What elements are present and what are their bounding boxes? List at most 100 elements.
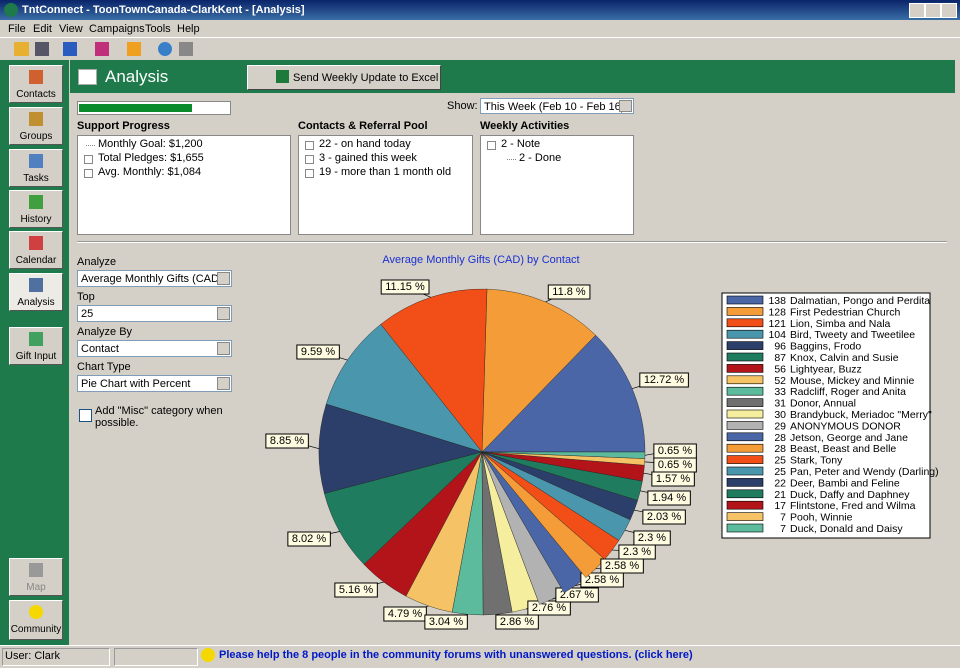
tree-expander[interactable]: [84, 169, 93, 178]
option-label: Analyze: [77, 256, 117, 268]
tree-line: [86, 145, 95, 146]
percent-label-box: [547, 284, 591, 300]
nav-button[interactable]: History: [9, 190, 63, 228]
legend-swatch: [726, 364, 764, 373]
outlook-icon[interactable]: [127, 42, 141, 56]
legend-label: Mouse, Mickey and Minnie: [790, 375, 914, 387]
nav-label: Tasks: [23, 173, 49, 184]
nav-button[interactable]: Gift Input: [9, 327, 63, 365]
tree-expander[interactable]: [305, 169, 314, 178]
option-field[interactable]: Pie Chart with Percent: [77, 375, 232, 392]
legend-value: 28: [774, 443, 786, 455]
tree-item[interactable]: 19 - more than 1 month old: [319, 166, 452, 178]
percent-label: 2.03 %: [647, 511, 681, 523]
percent-label: 4.79 %: [388, 608, 422, 620]
option-field[interactable]: 25: [77, 305, 232, 322]
tree-item[interactable]: 2 - Done: [519, 152, 562, 164]
percent-label-box: [334, 582, 378, 598]
legend-swatch: [726, 295, 764, 305]
percent-label-box: [380, 279, 430, 295]
nav-button[interactable]: Map: [9, 558, 63, 596]
separator: [77, 241, 947, 243]
legend-value: 25: [774, 466, 786, 478]
tree-item[interactable]: 2 - Note: [501, 138, 541, 150]
menu-item[interactable]: Edit: [33, 23, 52, 35]
nav-label: Groups: [19, 131, 53, 142]
nav-button[interactable]: Analysis: [9, 273, 63, 311]
legend-swatch: [726, 478, 764, 487]
percent-label: 3.04 %: [429, 616, 463, 628]
maximize-button[interactable]: [925, 3, 941, 18]
legend-label: Jetson, George and Jane: [790, 432, 908, 444]
period-value: This Week (Feb 10 - Feb 16): [484, 101, 625, 113]
percent-label-box: [653, 443, 697, 459]
menu-item[interactable]: File: [8, 23, 26, 35]
checkbox-label: Add "Misc" category when possible.: [95, 405, 223, 429]
dropdown-arrow[interactable]: [619, 100, 632, 112]
tree-item[interactable]: Total Pledges: $1,655: [98, 152, 204, 164]
nav-button[interactable]: Calendar: [9, 231, 63, 269]
tree-item[interactable]: Monthly Goal: $1,200: [98, 138, 203, 150]
show-label: Show:: [447, 100, 478, 112]
nav-icon: [29, 236, 43, 250]
announce-icon[interactable]: [179, 42, 193, 56]
legend-label: Duck, Daffy and Daphney: [790, 489, 910, 501]
nav-icon: [29, 112, 43, 126]
tree-expander[interactable]: [84, 155, 93, 164]
legend-swatch: [726, 398, 764, 407]
tree-expander[interactable]: [305, 155, 314, 164]
sidebar: Contacts Groups Tasks History Calendar Analys…: [0, 60, 69, 645]
option-value: Contact: [81, 343, 119, 355]
tree-expander[interactable]: [487, 141, 496, 150]
export-button[interactable]: Send Weekly Update to Excel: [247, 65, 441, 90]
dropdown-arrow[interactable]: [217, 272, 230, 285]
app-icon: [4, 3, 18, 17]
nav-button[interactable]: Contacts: [9, 65, 63, 103]
option-field[interactable]: Contact: [77, 340, 232, 357]
nav-button[interactable]: Groups: [9, 107, 63, 145]
menu-item[interactable]: View: [59, 23, 83, 35]
menu-item[interactable]: Tools: [145, 23, 171, 35]
legend-swatch: [726, 432, 764, 442]
dropdown-arrow[interactable]: [217, 342, 230, 355]
checkbox[interactable]: [79, 409, 92, 422]
window-title: TntConnect - ToonTownCanada-ClarkKent - …: [22, 4, 305, 16]
legend-label: Donor, Annual: [790, 398, 856, 410]
legend-value: 128: [768, 306, 786, 318]
close-button[interactable]: [941, 3, 957, 18]
web-icon[interactable]: [158, 42, 172, 56]
access-icon[interactable]: [95, 42, 109, 56]
tree-expander[interactable]: [305, 141, 314, 150]
legend-value: 21: [774, 489, 786, 501]
spinner[interactable]: [217, 307, 230, 320]
legend-value: 138: [768, 295, 786, 307]
minimize-button[interactable]: [909, 3, 925, 18]
word-icon[interactable]: [63, 42, 77, 56]
percent-label-box: [296, 344, 340, 360]
nav-icon: [29, 195, 43, 209]
legend-swatch: [726, 341, 764, 350]
legend-value: 33: [774, 386, 786, 398]
nav-label: Gift Input: [15, 351, 57, 362]
title-bar: TntConnect - ToonTownCanada-ClarkKent - …: [0, 0, 960, 20]
menu-item[interactable]: Campaigns: [89, 23, 145, 35]
legend-value: 96: [774, 341, 786, 353]
open-icon[interactable]: [14, 42, 29, 56]
panel-title: Contacts & Referral Pool: [298, 120, 428, 132]
period-select[interactable]: This Week (Feb 10 - Feb 16): [480, 98, 634, 114]
nav-button[interactable]: Community: [9, 600, 63, 640]
tree-item[interactable]: Avg. Monthly: $1,084: [98, 166, 202, 178]
pie-slice: [481, 288, 596, 453]
tree-item[interactable]: 3 - gained this week: [319, 152, 417, 164]
community-link[interactable]: Please help the 8 people in the communit…: [219, 649, 693, 661]
menu-item[interactable]: Help: [177, 23, 200, 35]
option-field[interactable]: Average Monthly Gifts (CAD): [77, 270, 232, 287]
percent-label: 0.65 %: [658, 445, 692, 457]
save-icon[interactable]: [35, 42, 49, 56]
legend-value: 30: [774, 409, 786, 421]
dropdown-arrow[interactable]: [217, 377, 230, 390]
tree-item[interactable]: 22 - on hand today: [319, 138, 411, 150]
menu-bar: File Edit View Campaigns Tools Help: [0, 20, 960, 37]
nav-button[interactable]: Tasks: [9, 149, 63, 187]
